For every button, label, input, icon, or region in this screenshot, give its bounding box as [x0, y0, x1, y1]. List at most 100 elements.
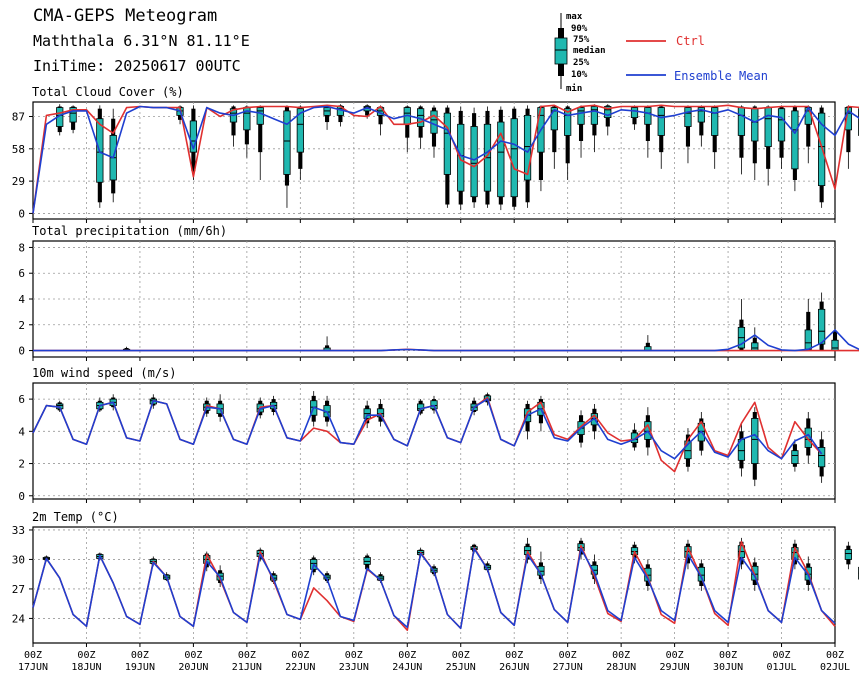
box-25-75	[457, 123, 465, 192]
y-tick-label: 0	[18, 345, 25, 358]
box-25-75	[69, 107, 77, 123]
box-25-75	[630, 107, 639, 118]
chart-title: CMA-GEPS Meteogram	[33, 6, 218, 26]
x-tick-label-hour: 00Z	[131, 650, 149, 661]
box-25-75	[804, 427, 812, 448]
ensemble-box	[697, 559, 705, 591]
ensemble-box	[497, 106, 505, 211]
x-tick-label-date: 27JUN	[553, 662, 583, 673]
legend-box-label: median	[573, 45, 606, 56]
box-25-75	[818, 112, 826, 186]
panel-title: 2m Temp (°C)	[32, 510, 119, 524]
box-10-90-bar	[258, 106, 263, 153]
box-25-75	[590, 106, 599, 125]
ensemble-box	[590, 554, 599, 585]
x-tick-label-date: 26JUN	[499, 662, 529, 673]
box-25-75	[791, 110, 799, 170]
box-25-75	[751, 342, 759, 351]
box-25-75	[430, 110, 438, 134]
y-tick-label: 0	[18, 490, 25, 503]
panel-title: Total Cloud Cover (%)	[32, 85, 184, 99]
panel-precip	[29, 240, 859, 361]
ensemble-box	[323, 105, 331, 130]
ensemble-box	[296, 105, 304, 180]
box-25-75	[323, 107, 331, 116]
x-tick-label-date: 20JUN	[178, 662, 208, 673]
plot-frame	[32, 526, 836, 644]
box-25-75	[497, 121, 505, 198]
y-tick-label: 58	[12, 143, 25, 156]
box-25-75	[844, 549, 852, 560]
x-tick-label-hour: 00Z	[398, 650, 416, 661]
panel-wind	[29, 382, 836, 503]
location-label: Maththala 6.31°N 81.11°E	[33, 32, 250, 50]
y-tick-label: 29	[12, 175, 25, 188]
ensemble-mean-line	[32, 547, 836, 630]
box-25-75	[711, 107, 719, 136]
ensemble-mean-line	[33, 329, 859, 352]
ensemble-box	[684, 428, 692, 472]
box-25-75	[564, 108, 572, 136]
x-tick-label-date: 21JUN	[232, 662, 262, 673]
ensemble-mean-line	[32, 105, 859, 214]
x-tick-label-date: 17JUN	[18, 662, 48, 673]
y-tick-label: 33	[12, 524, 25, 537]
x-tick-label-hour: 00Z	[291, 650, 309, 661]
box-25-75	[510, 118, 518, 198]
ensemble-box	[430, 105, 438, 158]
legend-box-label: min	[566, 83, 582, 94]
legend-ctrl-label: Ctrl	[676, 34, 705, 48]
y-tick-label: 6	[18, 393, 25, 406]
y-tick-label: 6	[18, 267, 25, 280]
box-25-75	[470, 126, 478, 198]
box-25-75	[831, 339, 839, 351]
box-25-75	[430, 400, 438, 410]
ensemble-box	[470, 107, 478, 208]
y-tick-label: 8	[18, 241, 25, 254]
x-tick-label-hour: 00Z	[345, 650, 363, 661]
ensemble-box	[818, 431, 826, 483]
legend-box	[554, 37, 568, 65]
box-25-75	[256, 107, 264, 125]
box-25-75	[604, 106, 612, 119]
ensemble-box	[831, 318, 839, 351]
box-25-75	[818, 308, 826, 345]
y-tick-label: 87	[12, 110, 25, 123]
panel-cloud	[29, 101, 859, 223]
ensemble-box	[256, 105, 264, 180]
legend-box-label: max	[566, 12, 583, 22]
ensemble-mean-line	[32, 398, 823, 460]
x-tick-label-hour: 00Z	[24, 650, 42, 661]
panel-title: 10m wind speed (m/s)	[32, 366, 177, 380]
ctrl-line	[32, 104, 859, 214]
y-tick-label: 4	[18, 425, 25, 438]
x-tick-label-hour: 00Z	[559, 650, 577, 661]
ensemble-box	[657, 105, 665, 169]
legend-box-label: 10%	[571, 70, 588, 80]
legend-box-label: 90%	[571, 24, 588, 34]
ensemble-box	[510, 106, 518, 211]
x-tick-label-date: 19JUN	[125, 662, 155, 673]
x-tick-label-date: 23JUN	[339, 662, 369, 673]
x-tick-label-hour: 00Z	[505, 650, 523, 661]
x-tick-label-hour: 00Z	[238, 650, 256, 661]
ensemble-box	[791, 439, 799, 472]
x-tick-label-hour: 00Z	[773, 650, 791, 661]
box-25-75	[697, 566, 705, 582]
x-tick-label-hour: 00Z	[666, 650, 684, 661]
legend-box-label: 75%	[573, 35, 590, 45]
y-tick-label: 24	[12, 612, 26, 625]
legend-box-label: 25%	[573, 58, 590, 68]
y-tick-label: 4	[18, 293, 25, 306]
box-25-75	[818, 447, 826, 468]
init-time-label: IniTime: 20250617 00UTC	[33, 57, 241, 75]
box-25-75	[777, 108, 786, 142]
box-25-75	[657, 107, 665, 136]
x-tick-label-hour: 00Z	[612, 650, 630, 661]
x-tick-label-hour: 00Z	[452, 650, 470, 661]
y-tick-label: 27	[12, 583, 25, 596]
x-tick-label-date: 01JUL	[766, 662, 796, 673]
box-25-75	[697, 107, 705, 123]
box-25-75	[791, 450, 799, 464]
